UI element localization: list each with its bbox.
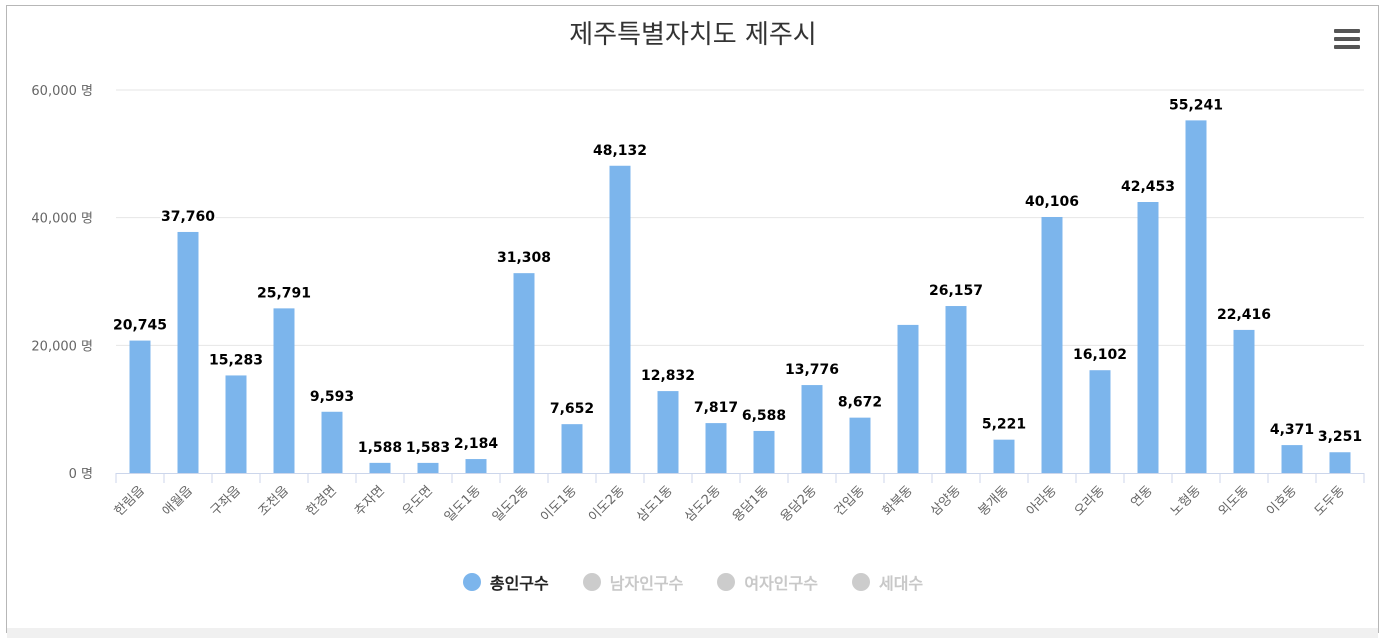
x-tick-label: 노형동 <box>1168 483 1204 519</box>
x-tick-label: 일도1동 <box>442 483 484 525</box>
x-tick-label: 오라동 <box>1072 483 1108 519</box>
bar[interactable] <box>897 324 919 473</box>
bar[interactable] <box>177 231 199 473</box>
data-label: 1,588 <box>358 440 402 456</box>
x-tick-label: 구좌읍 <box>208 483 244 519</box>
bottom-strip <box>7 628 1378 638</box>
data-label: 42,453 <box>1121 179 1175 195</box>
legend-item[interactable]: 총인구수 <box>462 570 549 594</box>
data-label: 8,672 <box>838 395 882 411</box>
legend-label: 여자인구수 <box>744 574 818 593</box>
bar[interactable] <box>1233 329 1255 473</box>
x-tick-label: 추자면 <box>352 483 388 519</box>
bar[interactable] <box>225 375 247 473</box>
x-tick-label: 용담2동 <box>778 483 820 525</box>
data-label: 48,132 <box>593 143 647 159</box>
chart-legend: 총인구수 남자인구수 여자인구수 세대수 <box>0 570 1386 594</box>
legend-item[interactable]: 남자인구수 <box>582 570 684 594</box>
x-tick-label: 일도2동 <box>490 483 532 525</box>
bar[interactable] <box>561 424 583 473</box>
y-tick-label: 60,000 명 <box>31 84 93 99</box>
bar[interactable] <box>273 308 295 473</box>
chart-title: 제주특별자치도 제주시 <box>569 20 817 50</box>
x-tick-label: 조천읍 <box>256 483 292 519</box>
x-tick-label: 용담1동 <box>730 483 772 525</box>
bar[interactable] <box>705 423 727 473</box>
hamburger-menu-icon[interactable] <box>1334 29 1360 51</box>
data-label: 7,652 <box>550 401 594 417</box>
data-label: 20,745 <box>113 318 167 334</box>
x-tick-label: 이도1동 <box>538 483 580 525</box>
data-label: 15,283 <box>209 352 263 368</box>
y-tick-label: 40,000 명 <box>31 212 93 227</box>
y-tick-label: 0 명 <box>69 467 93 482</box>
data-label: 31,308 <box>497 250 551 266</box>
y-tick-label: 20,000 명 <box>31 339 93 354</box>
data-label: 2,184 <box>454 436 499 452</box>
bar[interactable] <box>657 391 679 473</box>
bar[interactable] <box>801 385 823 473</box>
x-tick-label: 한경면 <box>304 483 340 519</box>
data-label: 37,760 <box>161 209 215 225</box>
data-label: 55,241 <box>1169 97 1223 113</box>
legend-marker <box>851 573 870 591</box>
data-label: 13,776 <box>785 362 839 378</box>
x-tick-label: 삼도1동 <box>634 483 676 525</box>
legend-item[interactable]: 세대수 <box>851 570 924 594</box>
bar[interactable] <box>1185 120 1207 473</box>
legend-item[interactable]: 여자인구수 <box>717 570 818 594</box>
bar[interactable] <box>321 411 343 473</box>
bar[interactable] <box>417 462 439 473</box>
x-tick-label: 건입동 <box>832 483 868 519</box>
x-tick-label: 봉개동 <box>976 483 1012 519</box>
legend-label: 총인구수 <box>489 574 549 593</box>
data-label: 4,371 <box>1270 422 1314 438</box>
legend-marker <box>582 573 601 591</box>
data-label: 1,583 <box>406 440 450 456</box>
x-tick-label: 도두동 <box>1312 483 1348 519</box>
x-tick-label: 이도2동 <box>586 483 628 525</box>
bar[interactable] <box>1089 370 1111 473</box>
bar[interactable] <box>609 165 631 474</box>
legend-marker <box>462 573 481 591</box>
bar[interactable] <box>369 462 391 473</box>
x-tick-label: 삼도2동 <box>682 483 724 525</box>
bar[interactable] <box>1137 202 1159 473</box>
data-label: 22,416 <box>1217 307 1271 323</box>
legend-label: 남자인구수 <box>609 574 684 593</box>
legend-marker <box>717 573 736 591</box>
data-label: 25,791 <box>257 285 311 301</box>
bar[interactable] <box>945 306 967 473</box>
bar[interactable] <box>849 417 871 473</box>
data-label: 7,817 <box>694 400 738 416</box>
bar[interactable] <box>993 439 1015 473</box>
data-label: 26,157 <box>929 283 983 299</box>
data-label: 5,221 <box>982 417 1026 433</box>
x-tick-label: 이호동 <box>1264 483 1300 519</box>
bar[interactable] <box>1329 452 1351 473</box>
bar[interactable] <box>753 430 775 473</box>
data-label: 9,593 <box>310 389 354 405</box>
x-tick-label: 아라동 <box>1024 483 1060 519</box>
x-tick-label: 삼양동 <box>928 483 964 519</box>
bar[interactable] <box>513 273 535 473</box>
legend-label: 세대수 <box>878 574 924 593</box>
x-tick-label: 한림읍 <box>112 483 148 519</box>
x-tick-label: 외도동 <box>1216 483 1252 519</box>
x-tick-label: 연동 <box>1128 483 1156 511</box>
data-label: 12,832 <box>641 368 695 384</box>
x-tick-label: 애월읍 <box>160 483 196 519</box>
bar[interactable] <box>1281 445 1303 473</box>
data-label: 40,106 <box>1025 194 1079 210</box>
bar[interactable] <box>129 340 151 473</box>
data-label: 6,588 <box>742 408 786 424</box>
x-tick-label: 화북동 <box>880 483 916 519</box>
bar[interactable] <box>1041 216 1063 473</box>
bar[interactable] <box>465 459 487 473</box>
data-label: 3,251 <box>1318 429 1362 445</box>
x-tick-label: 우도면 <box>400 483 436 519</box>
data-label: 16,102 <box>1073 347 1127 363</box>
